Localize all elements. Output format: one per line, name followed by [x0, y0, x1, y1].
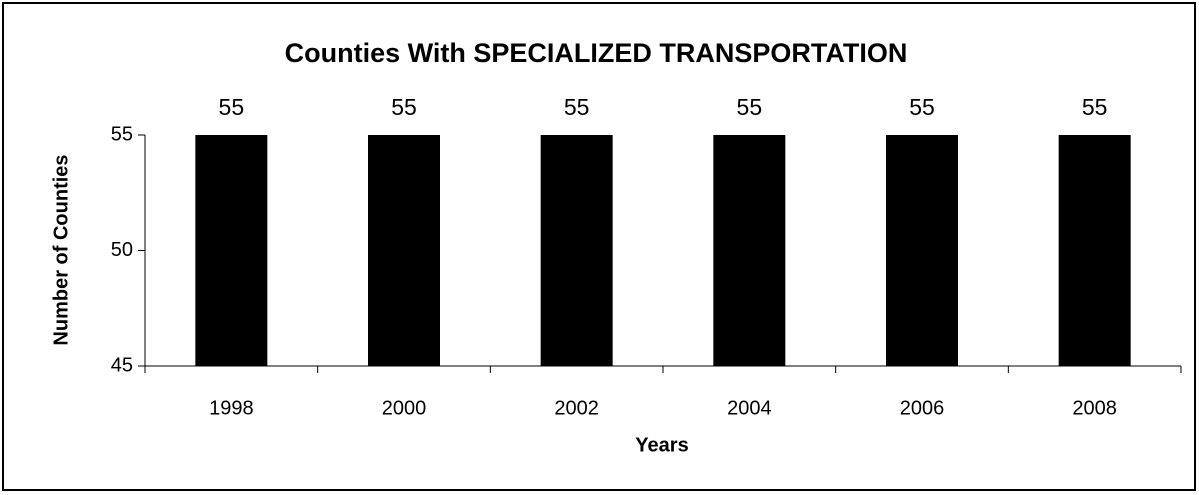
x-tick-label: 2002: [554, 397, 599, 419]
x-tick-label: 2006: [900, 397, 945, 419]
bar: [886, 135, 958, 366]
bar: [1058, 135, 1131, 366]
y-tick-label: 45: [111, 354, 133, 376]
data-label: 55: [391, 94, 417, 120]
data-label: 55: [1082, 94, 1108, 120]
y-tick-label: 50: [111, 239, 133, 261]
y-axis-title: Number of Counties: [50, 154, 72, 345]
x-tick-label: 1998: [209, 397, 254, 419]
y-tick-label: 55: [111, 123, 133, 145]
bar: [195, 135, 268, 366]
x-axis-title: Years: [635, 434, 688, 456]
chart-title: Counties With SPECIALIZED TRANSPORTATION: [285, 38, 908, 68]
x-tick-label: 2008: [1072, 397, 1117, 419]
data-label: 55: [219, 94, 245, 120]
x-tick-label: 2004: [727, 397, 772, 419]
data-label: 55: [564, 94, 590, 120]
bar: [713, 135, 786, 366]
bar: [540, 135, 613, 366]
bar: [368, 135, 440, 366]
data-label: 55: [737, 94, 763, 120]
data-label: 55: [909, 94, 935, 120]
x-tick-label: 2000: [382, 397, 427, 419]
